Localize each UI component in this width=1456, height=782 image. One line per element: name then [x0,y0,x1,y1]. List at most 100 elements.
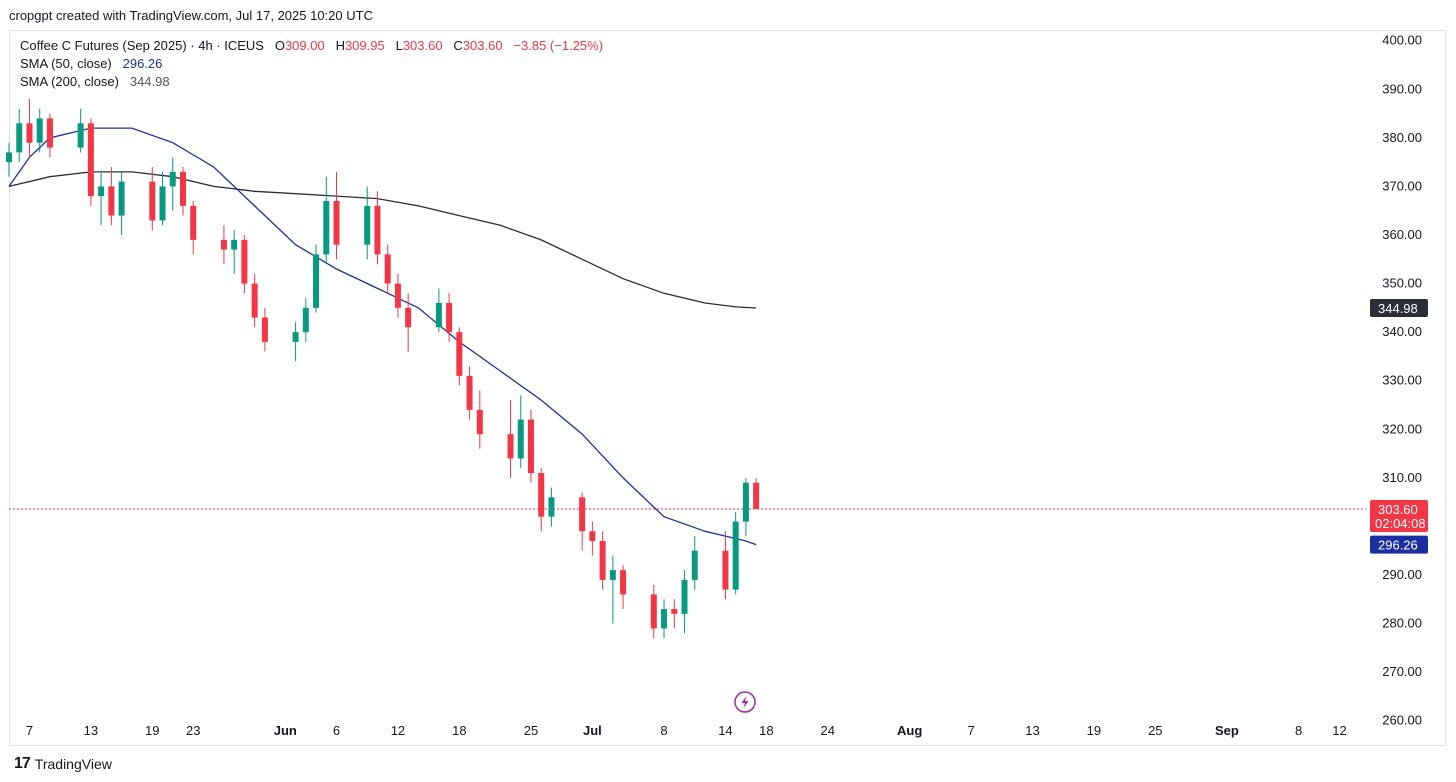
y-tick-label: 320.00 [1382,421,1422,436]
y-tick-label: 390.00 [1382,81,1422,96]
y-tick-label: 330.00 [1382,373,1422,388]
candle [251,273,258,328]
candle [261,307,268,352]
candle [384,244,391,294]
legend-sma200-row[interactable]: SMA (200, close) 344.98 [20,73,603,91]
candle-body [16,123,23,153]
candle [169,157,176,211]
x-tick-label: 25 [1148,723,1162,738]
candle [456,327,463,386]
candle [661,599,668,639]
candle-body [446,303,453,333]
legend-ohlc-row[interactable]: Coffee C Futures (Sep 2025) · 4h · ICEUS… [20,37,603,55]
y-tick-label: 290.00 [1382,567,1422,582]
legend-c-value: 303.60 [462,38,503,53]
x-tick-label: 12 [391,723,405,738]
candle [691,536,698,590]
candle [681,570,688,634]
candle-body [159,186,166,221]
candle-body [538,473,545,517]
x-tick-label: 6 [333,723,340,738]
candle-body [241,239,248,284]
candle-body [435,303,442,328]
candle-body [149,181,156,221]
sma200-line [8,171,757,309]
sma200-price-tag-text: 344.98 [1378,301,1418,316]
candle [241,235,248,294]
candle-body [579,497,586,532]
x-tick-label: 25 [524,723,538,738]
candle-body [118,181,125,216]
candle [548,487,555,527]
candle-body [661,609,668,629]
candle-body [599,541,606,580]
candle-body [476,409,483,435]
candle-body [384,254,391,284]
lightning-icon[interactable] [734,691,756,713]
x-tick-label: 12 [1332,723,1346,738]
y-axis: 260.00270.00280.00290.00300.00310.00320.… [1382,33,1422,728]
legend-sma200-label: SMA (200, close) [20,74,119,89]
y-tick-label: 260.00 [1382,713,1422,728]
legend-sma50-row[interactable]: SMA (50, close) 296.26 [20,55,603,73]
y-tick-label: 340.00 [1382,324,1422,339]
candle [6,142,12,177]
candle [476,390,483,449]
x-tick-label: Jul [583,723,602,738]
tradingview-branding[interactable]: 17 TradingView [14,755,112,773]
candle [507,400,514,478]
candle-body [620,570,627,595]
x-tick-label: 18 [759,723,773,738]
candle-body [179,171,186,206]
candle-body [251,283,258,318]
y-tick-label: 370.00 [1382,178,1422,193]
x-tick-label: 23 [186,723,200,738]
x-tick-label: 18 [452,723,466,738]
x-tick-label: 19 [1087,723,1101,738]
candle [98,171,105,226]
candle [527,409,534,483]
candle [732,511,739,595]
candle-body [456,332,463,376]
candle-body [507,434,514,459]
candle [435,288,442,333]
candle-body [108,186,115,216]
tradingview-brand-text: TradingView [34,756,112,772]
x-tick-label: 19 [145,723,159,738]
candle [149,167,156,231]
candle-body [609,570,616,580]
candle-body [26,123,33,143]
candle-body [190,205,197,240]
x-axis: 7 13 19 23 Jun 6 12 18 25 Jul 8 14 18 24 Aug 7 13 19 25 Sep… [26,723,1347,738]
candle-body [77,123,84,148]
candle-body [691,550,698,580]
candle-body [364,205,371,245]
candle [609,555,616,624]
legend-h-value: 309.95 [344,38,385,53]
chart-frame [9,30,1446,746]
candle [190,201,197,255]
legend-sma200-value: 344.98 [129,74,170,89]
candle-body [671,609,678,614]
candle-body [292,332,299,342]
sma50-price-tag-text: 296.26 [1378,538,1418,553]
legend-sma50-value: 296.26 [122,56,163,71]
x-tick-label: Aug [897,723,922,738]
price-tags: 344.98 303.60 02:04:08 296.26 [1370,298,1428,554]
y-tick-label: 380.00 [1382,130,1422,145]
y-tick-label: 280.00 [1382,616,1422,631]
candle-body [466,375,473,410]
candle [466,366,473,420]
candle [292,322,299,362]
x-tick-label: Jun [274,723,297,738]
sma50-price-tag [1370,535,1428,554]
x-tick-label: 7 [967,723,974,738]
candle [579,492,586,551]
x-tick-label: 8 [660,723,667,738]
x-tick-label: 24 [821,723,835,738]
candle [446,293,453,342]
y-tick-label: 360.00 [1382,227,1422,242]
candle-body [722,550,729,590]
candle-body [333,201,340,245]
